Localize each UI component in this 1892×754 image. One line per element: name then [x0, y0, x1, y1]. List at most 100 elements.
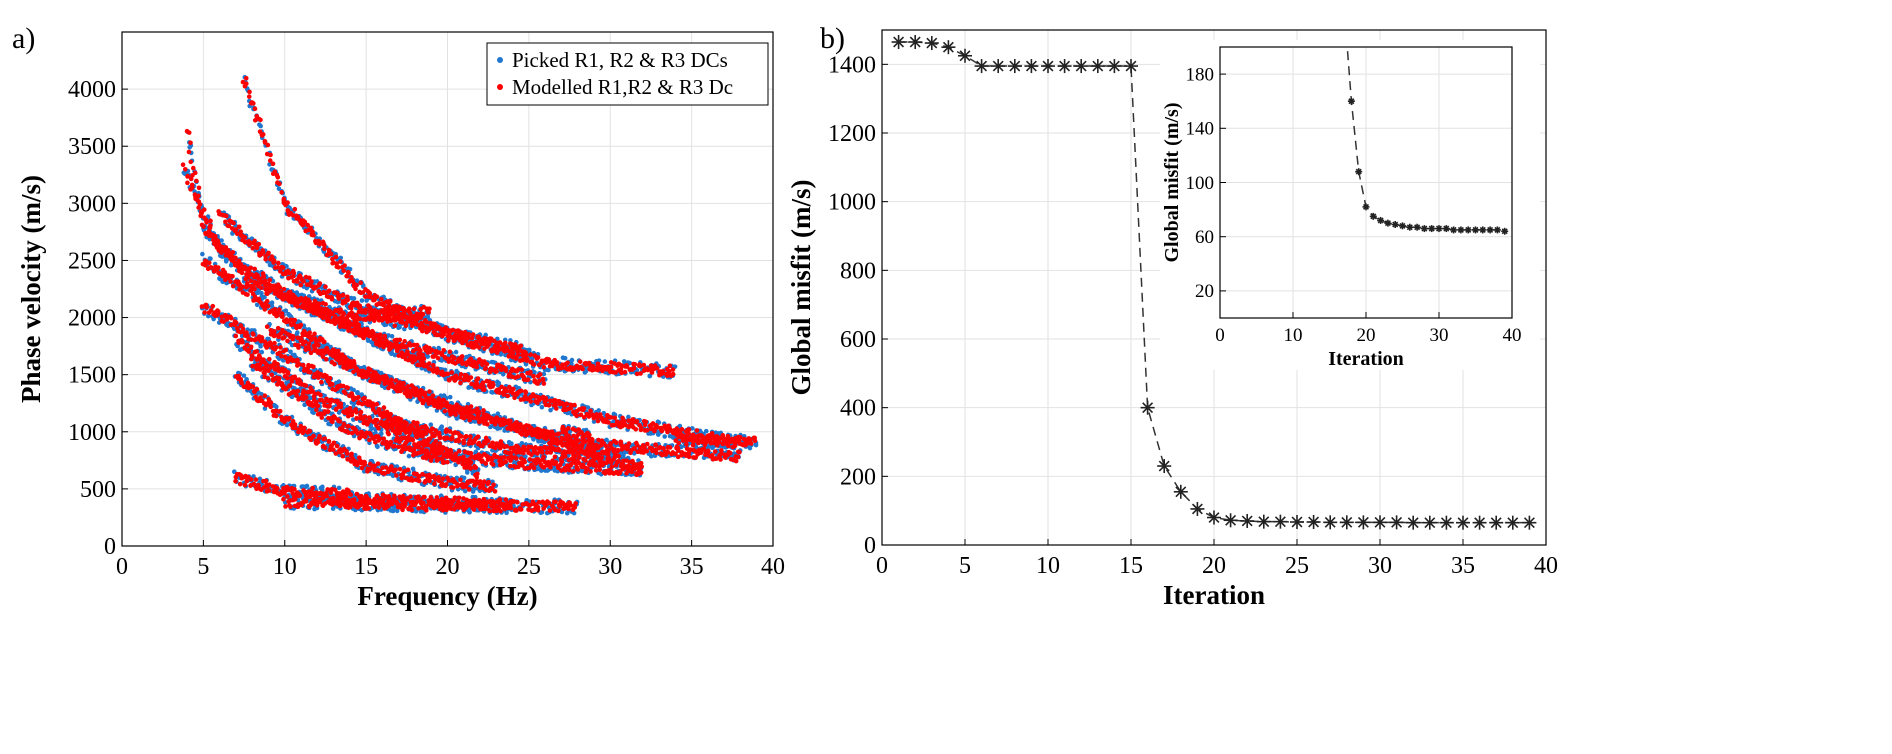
modelled-point	[297, 493, 303, 498]
y-tick-label: 1500	[68, 363, 116, 389]
picked-point	[753, 442, 759, 448]
picked-point	[336, 485, 342, 491]
y-tick-label: 500	[80, 477, 116, 503]
modelled-point	[400, 493, 406, 499]
picked-point	[555, 468, 560, 474]
axes-frame	[121, 31, 774, 547]
modelled-point	[364, 495, 370, 500]
picked-point	[461, 475, 467, 481]
modelled-point	[432, 481, 437, 486]
modelled-point	[268, 400, 274, 406]
modelled-point	[267, 488, 272, 493]
modelled-point	[556, 508, 561, 514]
picked-point	[472, 486, 477, 491]
picked-point	[241, 373, 247, 378]
modelled-point	[405, 467, 411, 473]
modelled-point	[376, 505, 382, 510]
modelled-point	[518, 506, 524, 512]
scatter-points	[180, 74, 759, 516]
x-tick-label: 40	[761, 554, 785, 580]
picked-point	[258, 123, 263, 129]
modelled-point	[238, 379, 244, 385]
picked-point	[548, 407, 553, 413]
modelled-point	[233, 333, 239, 339]
modelled-point	[458, 477, 463, 483]
picked-point	[627, 360, 632, 366]
modelled-point	[254, 386, 260, 392]
modelled-point	[394, 473, 399, 478]
picked-point	[251, 474, 256, 479]
modelled-point	[439, 496, 445, 502]
modelled-point	[322, 436, 328, 441]
picked-point	[569, 357, 575, 363]
modelled-point	[285, 375, 290, 381]
x-tick-label: 5	[197, 554, 209, 580]
picked-point	[259, 349, 265, 355]
modelled-point	[420, 472, 425, 477]
picked-point	[453, 349, 459, 355]
modelled-point	[453, 505, 458, 510]
picked-point	[274, 404, 279, 409]
modelled-point	[281, 496, 286, 502]
modelled-point	[244, 342, 250, 348]
modelled-point	[326, 439, 332, 444]
x-tick-label: 0	[116, 554, 128, 580]
x-tick-label: 25	[517, 554, 541, 580]
picked-point	[359, 298, 365, 303]
picked-point	[207, 256, 213, 261]
modelled-point	[348, 492, 354, 497]
picked-point	[390, 508, 396, 514]
picked-point	[425, 354, 431, 359]
modelled-point	[378, 500, 383, 506]
y-axis-label: Phase velocity (m/s)	[16, 175, 46, 403]
picked-point	[710, 445, 715, 451]
picked-point	[571, 510, 577, 516]
modelled-point	[307, 428, 313, 434]
modelled-point	[445, 497, 451, 503]
picked-point	[569, 361, 574, 367]
modelled-point	[450, 485, 456, 490]
modelled-point	[509, 498, 515, 504]
y-tick-label: 0	[104, 534, 116, 560]
modelled-point	[546, 500, 552, 506]
picked-point	[621, 359, 627, 364]
modelled-point	[427, 478, 432, 484]
picked-point	[283, 308, 289, 314]
modelled-point	[351, 498, 357, 504]
modelled-point	[497, 497, 503, 502]
modelled-point	[344, 451, 350, 456]
picked-point	[269, 300, 275, 305]
modelled-point	[277, 408, 283, 414]
picked-point	[495, 411, 501, 417]
picked-point	[351, 296, 357, 301]
modelled-point	[508, 505, 514, 511]
modelled-point	[423, 504, 428, 509]
y-tick-label: 1000	[68, 420, 116, 446]
modelled-point	[572, 505, 578, 510]
modelled-point	[311, 433, 316, 439]
modelled-point	[486, 479, 491, 485]
modelled-point	[302, 425, 307, 431]
picked-point	[406, 453, 412, 459]
modelled-point	[340, 453, 346, 459]
picked-point	[255, 290, 261, 296]
modelled-point	[334, 443, 340, 449]
picked-point	[338, 255, 344, 261]
picked-point	[389, 333, 395, 339]
picked-point	[394, 508, 400, 514]
modelled-point	[403, 501, 408, 507]
modelled-point	[292, 496, 298, 502]
picked-point	[200, 251, 205, 257]
x-tick-label: 20	[436, 554, 460, 580]
modelled-point	[535, 504, 541, 510]
modelled-point	[422, 494, 427, 500]
modelled-point	[468, 499, 473, 505]
picked-point	[259, 290, 264, 296]
y-tick-label: 2000	[68, 306, 116, 332]
picked-point	[539, 404, 545, 410]
picked-point	[602, 359, 608, 364]
modelled-point	[303, 383, 309, 388]
modelled-point	[553, 499, 558, 504]
x-tick-label: 30	[598, 554, 622, 580]
